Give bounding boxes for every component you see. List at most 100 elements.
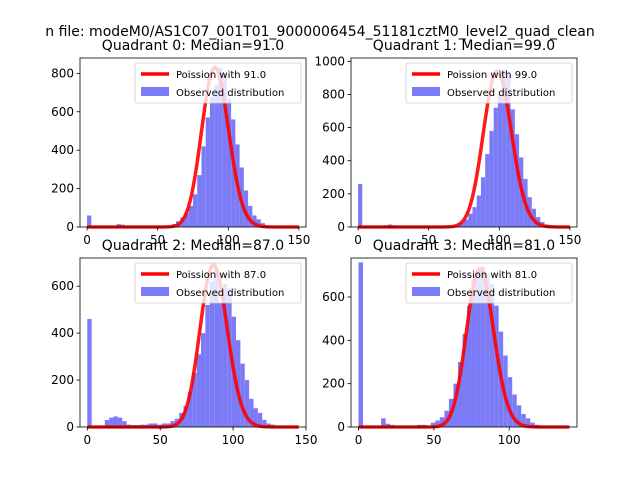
histogram-bar <box>244 380 250 427</box>
histogram-bar <box>497 94 503 227</box>
panel-1: 0 50 100 150 0 200 400 600 800 1000 Quadrant 1: Me… <box>314 38 581 247</box>
histogram-bar <box>430 422 436 427</box>
histogram-bar <box>148 423 153 427</box>
histogram-bar <box>236 340 241 427</box>
y-tick-label: 200 <box>322 377 345 391</box>
panel-title: Quadrant 0: Median=91.0 <box>102 38 284 54</box>
y-tick-label: 200 <box>51 373 74 387</box>
histogram-bar <box>493 107 498 227</box>
histogram-bar <box>525 418 531 427</box>
histogram-bar <box>218 302 223 427</box>
legend-bar-swatch <box>412 87 440 96</box>
histogram-bar <box>257 412 263 427</box>
histogram-bar <box>104 419 110 427</box>
histogram-bar <box>184 213 189 227</box>
y-tick-label: 400 <box>51 326 74 340</box>
histogram-bar <box>192 373 197 427</box>
x-tick-label: 100 <box>222 433 245 447</box>
histogram-bar <box>122 421 127 427</box>
x-tick-label: 150 <box>558 233 581 247</box>
histogram-bar <box>222 283 228 427</box>
histogram-bar <box>201 146 206 227</box>
y-tick-label: 0 <box>66 420 74 434</box>
histogram-bar <box>485 154 490 227</box>
histogram-bar <box>507 377 513 427</box>
y-tick-label: 200 <box>322 187 345 201</box>
legend-label: Poission with 99.0 <box>447 70 537 81</box>
histogram-bar <box>506 74 511 227</box>
x-tick-label: 150 <box>287 233 310 247</box>
legend: Poission with 81.0 Observed distribution <box>405 262 573 304</box>
axes-frame <box>350 257 578 428</box>
histogram-bar <box>113 416 118 427</box>
axes-frame <box>79 257 307 428</box>
x-tick-label: 0 <box>83 233 91 247</box>
y-tick-label: 0 <box>337 420 345 434</box>
legend-bar-swatch <box>412 287 440 296</box>
histogram-bar <box>193 194 198 227</box>
histogram-bar <box>510 109 515 227</box>
y-tick-label: 0 <box>337 220 345 234</box>
histogram-bar <box>358 262 364 427</box>
axes-frame <box>350 57 578 228</box>
histogram-bar <box>512 394 517 427</box>
legend-bar-swatch <box>141 287 169 296</box>
y-tick-label: 800 <box>322 87 345 101</box>
histogram-bar <box>243 190 249 227</box>
histogram-bar <box>183 405 188 427</box>
panel-3: 0 50 100 0 200 400 600 Quadrant 3: Median=81.0 P… <box>322 238 578 447</box>
histogram-bar <box>252 215 257 227</box>
histogram-bar <box>464 219 469 227</box>
legend: Poission with 87.0 Observed distribution <box>134 262 302 304</box>
panel-title: Quadrant 1: Median=99.0 <box>373 38 555 54</box>
histogram-bar <box>188 205 193 227</box>
histogram-bar <box>218 67 223 228</box>
histogram-bar <box>205 304 210 427</box>
histogram-bar <box>226 98 232 227</box>
legend-label: Poission with 91.0 <box>176 70 266 81</box>
x-tick-label: 0 <box>83 433 91 447</box>
y-tick-label: 800 <box>51 66 74 80</box>
histogram-bar <box>457 362 463 427</box>
histogram-bar <box>253 408 258 427</box>
histogram-bar <box>476 195 481 227</box>
histogram-bar <box>472 207 477 227</box>
legend-box <box>134 262 302 304</box>
legend-label: Poission with 81.0 <box>447 270 537 281</box>
histogram-bar <box>231 119 236 227</box>
histogram-bar <box>87 215 92 227</box>
y-tick-label: 400 <box>322 333 345 347</box>
x-tick-label: 100 <box>498 433 521 447</box>
histogram-bar <box>248 205 253 227</box>
x-tick-label: 150 <box>295 433 318 447</box>
histogram-bar <box>530 422 535 427</box>
histogram-bar <box>152 423 158 427</box>
x-tick-label: 50 <box>153 433 168 447</box>
histogram-bar <box>205 117 210 227</box>
histogram-bar <box>439 417 445 427</box>
legend-label: Observed distribution <box>447 288 555 299</box>
y-tick-label: 0 <box>66 220 74 234</box>
histogram-bar <box>256 219 261 227</box>
x-tick-label: 100 <box>217 233 240 247</box>
histogram-bar <box>240 363 245 427</box>
histogram-bar <box>459 222 464 227</box>
histogram-bar <box>87 319 92 427</box>
histogram-bar <box>462 333 468 427</box>
x-tick-label: 50 <box>421 233 436 247</box>
histogram-bar <box>358 183 363 227</box>
histogram-bar <box>502 69 507 227</box>
histogram-bar <box>214 269 219 427</box>
legend: Poission with 91.0 Observed distribution <box>134 62 302 104</box>
histogram-bar <box>381 418 386 427</box>
histogram-bar <box>222 73 227 227</box>
legend-label: Observed distribution <box>176 88 284 99</box>
panel-title: Quadrant 2: Median=87.0 <box>102 238 284 254</box>
histogram-bar <box>197 175 202 227</box>
histogram-bar <box>476 271 481 427</box>
histogram-bar <box>471 279 477 427</box>
histogram-bar <box>214 84 219 228</box>
histogram-bar <box>489 130 494 227</box>
